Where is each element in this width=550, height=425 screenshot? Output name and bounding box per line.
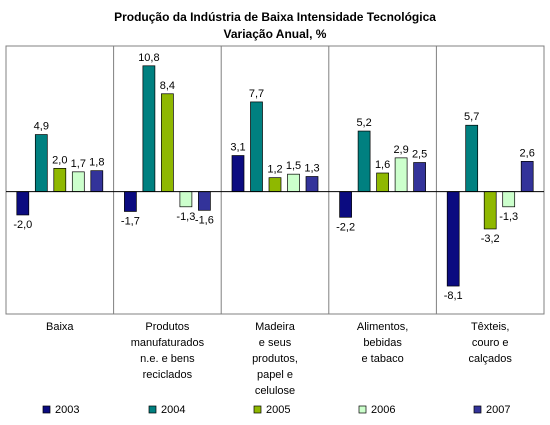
legend-label-2003: 2003 bbox=[55, 404, 79, 416]
category-labels: Baixa Produtos manufaturados n.e. e bens rec… bbox=[46, 321, 512, 397]
bar-2006-1 bbox=[71, 171, 85, 193]
bar-2003-4 bbox=[339, 191, 352, 218]
data-label-2006-4: 2,9 bbox=[393, 144, 408, 156]
bar-2004-1 bbox=[34, 134, 48, 193]
category-label-3: produtos, bbox=[252, 353, 298, 365]
legend-swatch-2005 bbox=[253, 405, 262, 414]
data-label-2005-4: 1,6 bbox=[375, 159, 390, 171]
data-label-2004-5: 5,7 bbox=[464, 111, 479, 123]
bar-2003-1 bbox=[16, 191, 30, 216]
data-label-2006-1: 1,7 bbox=[71, 158, 86, 170]
data-label-2005-2: 8,4 bbox=[160, 80, 175, 92]
legend-label-2007: 2007 bbox=[486, 404, 510, 416]
data-label-2006-2: -1,3 bbox=[176, 211, 195, 223]
category-label-3: celulose bbox=[255, 385, 295, 397]
data-label-2007-5: 2,6 bbox=[520, 147, 535, 159]
legend: 2003 2004 2005 2006 2007 bbox=[42, 404, 510, 416]
legend-swatch-2006 bbox=[358, 405, 367, 414]
data-label-2003-3: 3,1 bbox=[230, 142, 245, 154]
bar-2004-5 bbox=[465, 124, 479, 193]
bar-2007-2 bbox=[198, 191, 211, 211]
data-label-2006-5: -1,3 bbox=[499, 211, 518, 223]
category-label-5: calçados bbox=[468, 353, 512, 365]
legend-label-2004: 2004 bbox=[161, 404, 185, 416]
bar-2003-3 bbox=[231, 155, 245, 193]
bar-2003-5 bbox=[446, 191, 460, 287]
category-label-2: Produtos bbox=[145, 321, 190, 333]
category-label-3: e seus bbox=[259, 337, 292, 349]
category-label-3: Madeira bbox=[255, 321, 296, 333]
bar-2005-3 bbox=[268, 177, 282, 193]
bar-2007-5 bbox=[520, 161, 534, 193]
data-label-2007-3: 1,3 bbox=[304, 163, 319, 175]
data-label-2006-3: 1,5 bbox=[286, 160, 301, 172]
bar-2004-2 bbox=[142, 65, 156, 193]
category-dividers bbox=[113, 46, 437, 314]
bar-2005-4 bbox=[376, 172, 389, 193]
bar-2003-2 bbox=[124, 191, 137, 212]
bar-2004-4 bbox=[357, 130, 371, 193]
legend-swatch-2004 bbox=[148, 405, 157, 414]
data-label-2003-4: -2,2 bbox=[336, 221, 355, 233]
category-label-1: Baixa bbox=[46, 321, 74, 333]
data-label-2003-1: -2,0 bbox=[13, 219, 32, 231]
category-label-2: n.e. e bens bbox=[140, 353, 195, 365]
data-labels-group: -2,0 -1,7 3,1 -2,2 -8,1 4,9 10,8 7,7 5,2 5,7 2,0 8,… bbox=[13, 52, 535, 302]
data-label-2005-5: -3,2 bbox=[481, 233, 500, 245]
data-label-2004-4: 5,2 bbox=[356, 117, 371, 129]
legend-label-2006: 2006 bbox=[371, 404, 395, 416]
chart-title: Produção da Indústria de Baixa Intensida… bbox=[114, 10, 436, 24]
bar-2006-5 bbox=[502, 191, 516, 208]
plot-area bbox=[5, 45, 545, 315]
data-label-2004-2: 10,8 bbox=[138, 52, 159, 64]
data-label-2007-1: 1,8 bbox=[89, 157, 104, 169]
category-label-2: manufaturados bbox=[131, 337, 205, 349]
category-label-4: Alimentos, bbox=[357, 321, 408, 333]
chart-subtitle: Variação Anual, % bbox=[224, 27, 327, 41]
category-label-2: reciclados bbox=[143, 369, 193, 381]
legend-label-2005: 2005 bbox=[266, 404, 290, 416]
data-label-2005-1: 2,0 bbox=[52, 154, 67, 166]
bar-2006-4 bbox=[394, 157, 408, 193]
bar-2004-3 bbox=[250, 101, 263, 193]
bar-2007-4 bbox=[413, 162, 426, 193]
data-label-2007-4: 2,5 bbox=[412, 149, 427, 161]
bar-2006-3 bbox=[287, 173, 300, 193]
bar-2005-2 bbox=[161, 93, 174, 193]
data-label-2003-2: -1,7 bbox=[121, 215, 140, 227]
category-label-5: Têxteis, bbox=[471, 321, 510, 333]
data-label-2004-1: 4,9 bbox=[34, 121, 49, 133]
bars-group bbox=[16, 65, 534, 287]
bar-2007-1 bbox=[90, 170, 104, 193]
data-label-2005-3: 1,2 bbox=[267, 164, 282, 176]
legend-swatch-2003 bbox=[42, 405, 51, 414]
legend-swatch-2007 bbox=[473, 405, 482, 414]
category-label-4: bebidas bbox=[363, 337, 402, 349]
bar-2005-5 bbox=[483, 191, 497, 230]
bar-2006-2 bbox=[179, 191, 193, 208]
category-label-5: couro e bbox=[472, 337, 509, 349]
bar-2007-3 bbox=[305, 176, 319, 193]
category-label-4: e tabaco bbox=[361, 353, 403, 365]
data-label-2003-5: -8,1 bbox=[444, 290, 463, 302]
data-label-2007-2: -1,6 bbox=[195, 214, 214, 226]
data-label-2004-3: 7,7 bbox=[249, 88, 264, 100]
category-label-3: papel e bbox=[257, 369, 293, 381]
bar-2005-1 bbox=[53, 167, 67, 193]
